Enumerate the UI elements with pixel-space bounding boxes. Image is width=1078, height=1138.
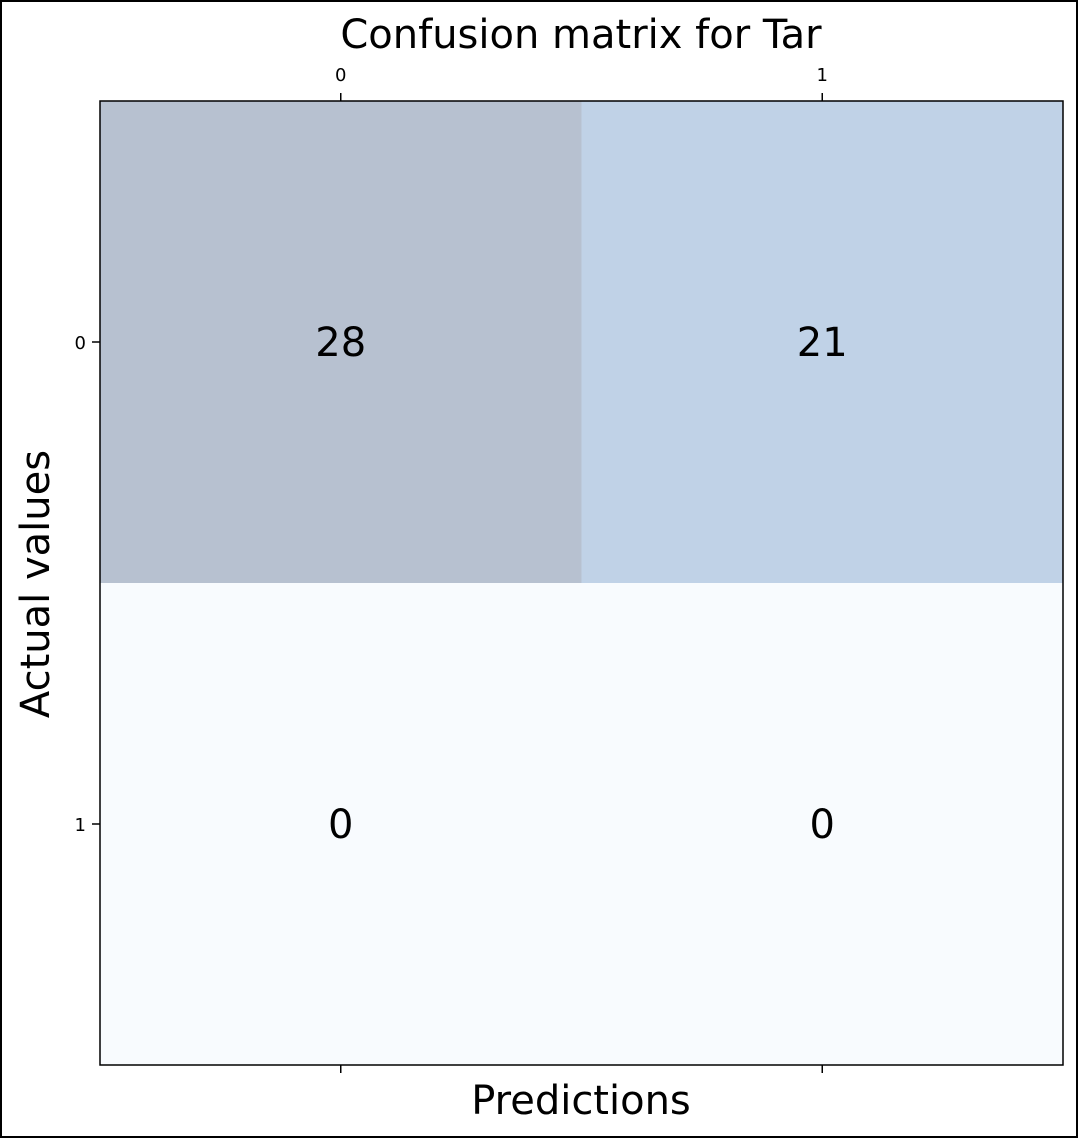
x-tick-label-1: 1 [817,65,828,86]
matrix-cell-0-0 [100,101,582,584]
matrix-cell-0-1 [581,101,1064,584]
y-axis-label: Actual values [13,450,59,718]
cell-value-1-0: 0 [328,802,353,848]
cell-value-0-0: 28 [315,320,366,366]
axis-ticks: 0 1 0 1 [75,65,828,1073]
x-tick-label-0: 0 [335,65,346,86]
matrix-cell-1-0 [100,583,582,1066]
y-tick-label-0: 0 [75,333,86,354]
heatmap-cells [100,101,1064,1066]
plot-frame [99,100,1064,1066]
chart-title: Confusion matrix for Tar [340,12,822,58]
cell-value-0-1: 21 [797,320,848,366]
heatmap-cell-labels: 28 21 0 0 [315,320,847,848]
x-axis-label: Predictions [471,1078,691,1124]
cell-value-1-1: 0 [810,802,835,848]
matrix-cell-1-1 [581,583,1064,1066]
y-tick-label-1: 1 [75,815,86,836]
